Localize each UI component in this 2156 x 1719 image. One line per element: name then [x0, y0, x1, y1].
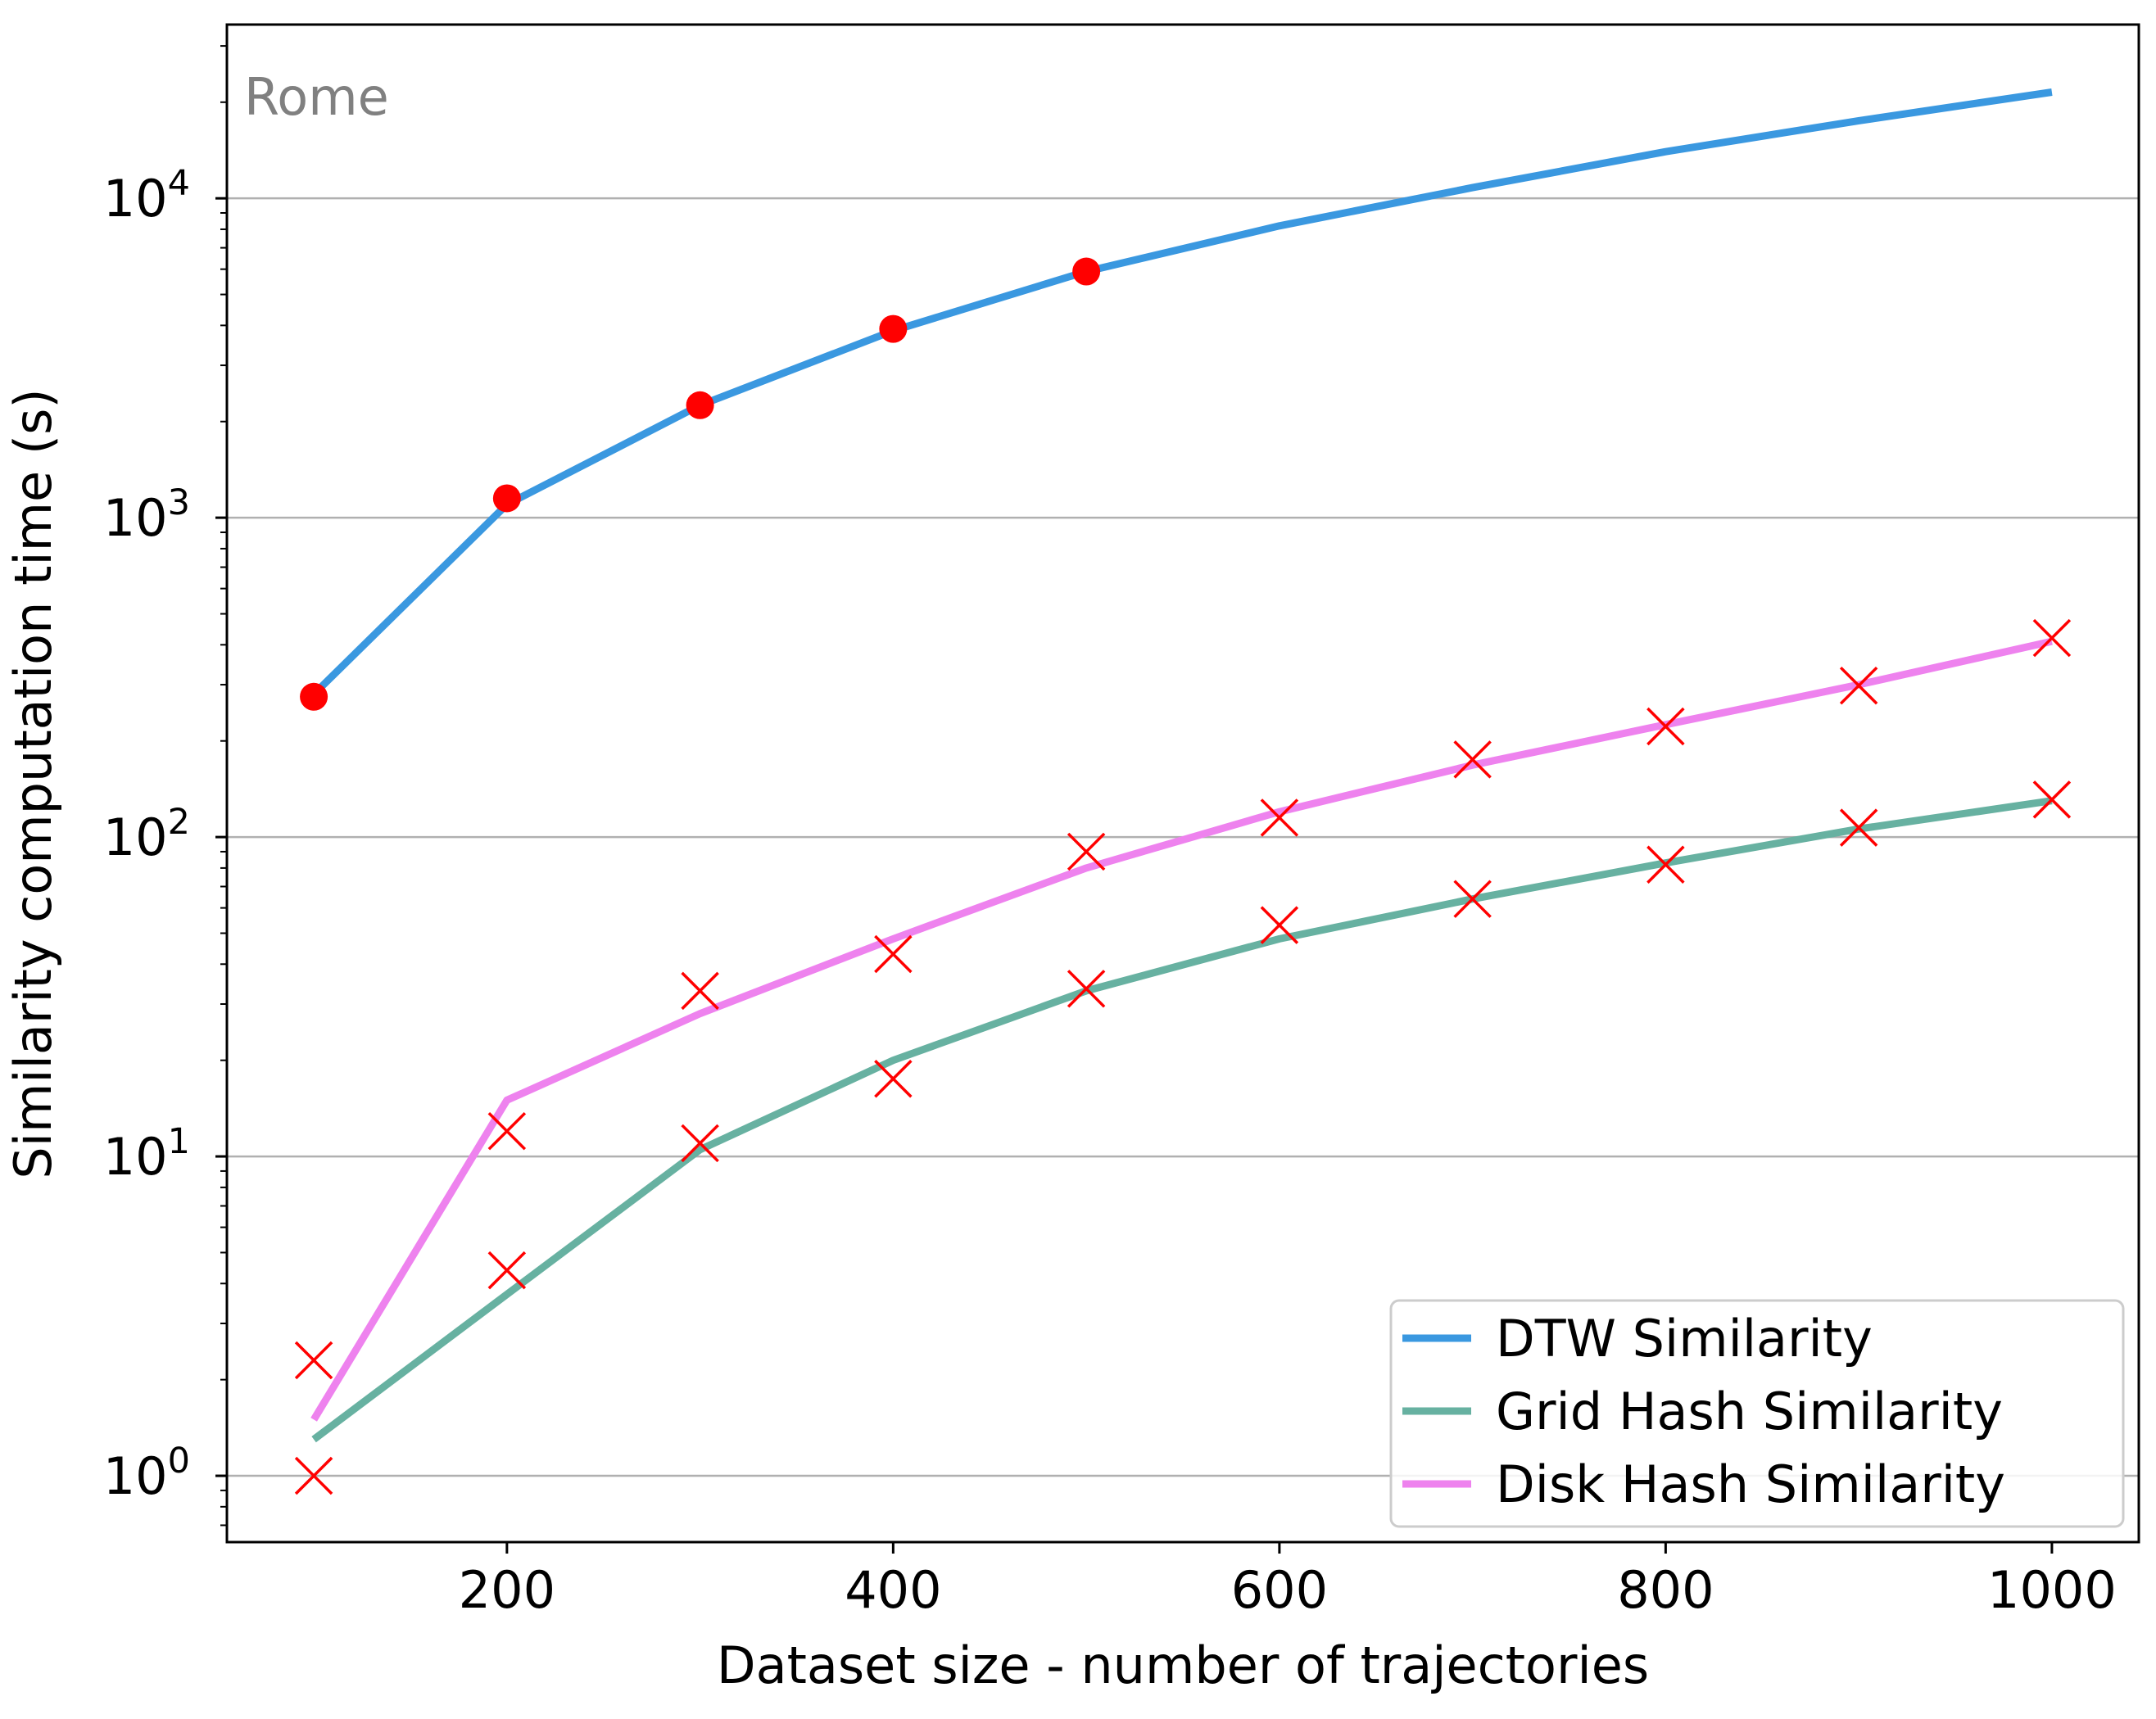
x-marker-stroke	[681, 971, 719, 1011]
legend-label-0: DTW Similarity	[1496, 1309, 1873, 1368]
x-marker	[1260, 906, 1299, 944]
x-marker	[294, 1341, 333, 1380]
x-marker	[681, 971, 719, 1011]
x-marker	[1260, 798, 1299, 837]
plot-frame	[225, 23, 2140, 1544]
x-marker	[1839, 666, 1878, 705]
x-marker-stroke	[1067, 832, 1106, 871]
x-marker-stroke	[1260, 906, 1299, 944]
x-tick-label: 1000	[1987, 1560, 2117, 1620]
x-tick-label: 200	[459, 1560, 555, 1620]
x-axis: 200 400 600 800 1000	[459, 1542, 2117, 1620]
x-tick-label: 400	[845, 1560, 941, 1620]
x-marker	[487, 1251, 527, 1290]
x-marker	[1067, 832, 1106, 871]
x-marker-stroke	[2032, 618, 2072, 658]
x-marker	[874, 934, 913, 974]
x-marker-stroke	[294, 1341, 333, 1380]
y-tick-label: 103	[103, 482, 190, 548]
x-marker-stroke	[681, 1124, 719, 1163]
x-tick-label: 600	[1231, 1560, 1328, 1620]
plot-background	[227, 25, 2139, 1542]
x-axis-title: Dataset size - number of trajectories	[717, 1635, 1649, 1695]
x-marker	[1646, 845, 1685, 884]
series-line-0	[310, 88, 2053, 697]
x-marker-stroke	[1260, 798, 1299, 837]
legend-label-1: Grid Hash Similarity	[1496, 1382, 2003, 1441]
x-marker	[294, 1456, 333, 1495]
x-marker-stroke	[1067, 970, 1106, 1008]
x-marker	[1646, 707, 1685, 746]
x-marker-stroke	[294, 1456, 333, 1495]
dot-marker	[686, 391, 714, 419]
legend-frame	[1389, 1299, 2125, 1528]
y-tick-label: 102	[103, 802, 190, 867]
series-line-2	[310, 637, 2053, 1422]
dot-marker	[879, 314, 908, 343]
x-tick-label: 800	[1617, 1560, 1714, 1620]
x-marker	[2032, 780, 2072, 819]
legend-label-2: Disk Hash Similarity	[1496, 1454, 2005, 1514]
y-tick-label: 100	[103, 1441, 190, 1506]
dot-marker	[492, 484, 521, 513]
data-markers	[294, 257, 2072, 1495]
x-marker-stroke	[487, 1111, 527, 1151]
x-marker-stroke	[1646, 707, 1685, 746]
x-marker-stroke	[1453, 880, 1492, 918]
series-line-1	[311, 797, 2053, 1443]
dot-marker	[1072, 257, 1101, 286]
dot-marker	[300, 682, 328, 711]
y-axis: 100 101 102 103 104	[103, 45, 227, 1527]
y-axis-title: Similarity computation time (s)	[3, 388, 63, 1178]
x-marker-stroke	[1839, 666, 1878, 705]
legend: DTW Similarity Grid Hash Similarity Disk H…	[1389, 1299, 2125, 1528]
x-marker	[681, 1124, 719, 1163]
x-marker-stroke	[2032, 780, 2072, 819]
x-marker-stroke	[1646, 845, 1685, 884]
annotation-label: Rome	[244, 67, 389, 127]
x-marker	[1453, 740, 1492, 779]
y-tick-label: 104	[103, 163, 190, 228]
x-marker-stroke	[487, 1251, 527, 1290]
x-marker	[487, 1111, 527, 1151]
series-lines	[310, 88, 2053, 1443]
x-marker	[1839, 808, 1878, 847]
y-tick-label: 101	[103, 1121, 190, 1187]
x-marker	[2032, 618, 2072, 658]
x-marker-stroke	[1453, 740, 1492, 779]
x-marker	[1067, 970, 1106, 1008]
x-marker-stroke	[1839, 808, 1878, 847]
x-marker	[1453, 880, 1492, 918]
x-marker-stroke	[874, 1060, 913, 1098]
x-marker-stroke	[874, 934, 913, 974]
x-marker	[874, 1060, 913, 1098]
